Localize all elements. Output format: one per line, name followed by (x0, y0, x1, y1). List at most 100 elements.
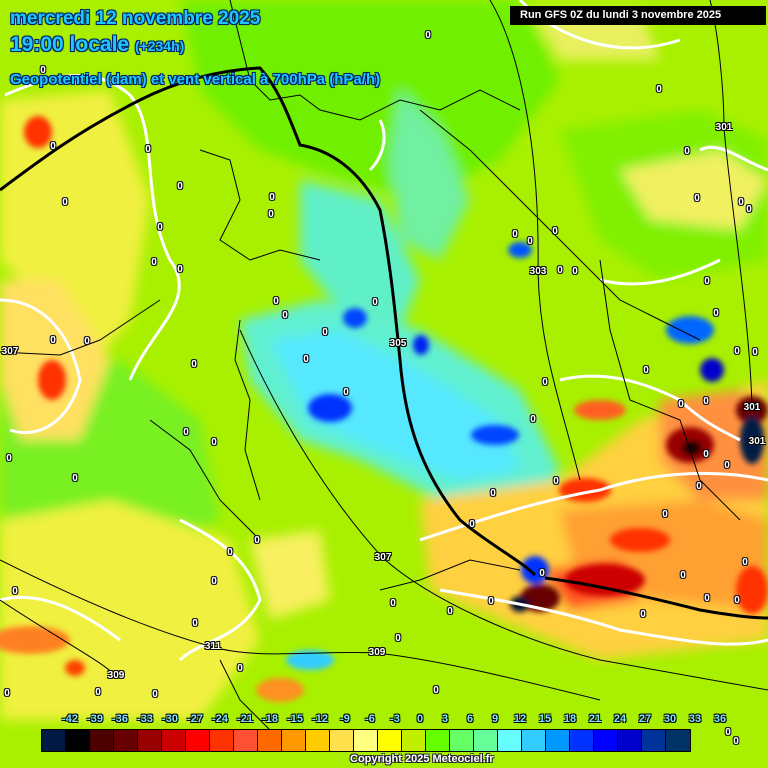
forecast-date: mercredi 12 novembre 2025 (10, 8, 261, 29)
geopotential-contour-label: 301 (748, 436, 766, 447)
zero-contour-label: 0 (227, 547, 233, 558)
color-scale-label: -39 (87, 713, 103, 725)
color-scale-label: 6 (466, 713, 474, 725)
zero-contour-label: 0 (192, 618, 198, 629)
zero-contour-label: 0 (50, 141, 56, 152)
zero-contour-label: 0 (733, 736, 739, 747)
zero-contour-label: 0 (553, 476, 559, 487)
zero-contour-label: 0 (62, 197, 68, 208)
color-scale-cell (594, 730, 618, 751)
color-scale-cell (378, 730, 402, 751)
color-scale-bar (41, 729, 691, 752)
zero-contour-label: 0 (151, 257, 157, 268)
color-scale-label: -9 (340, 713, 350, 725)
zero-contour-label: 0 (211, 437, 217, 448)
zero-contour-label: 0 (177, 264, 183, 275)
color-scale-cell (402, 730, 426, 751)
zero-contour-label: 0 (303, 354, 309, 365)
color-scale-label: 3 (441, 713, 449, 725)
zero-contour-label: 0 (752, 347, 758, 358)
zero-contour-label: 0 (372, 297, 378, 308)
zero-contour-label: 0 (50, 335, 56, 346)
zero-contour-label: 0 (469, 519, 475, 530)
zero-contour-label: 0 (704, 593, 710, 604)
geopotential-contour-label: 307 (374, 552, 392, 563)
geopotential-contour-label: 307 (1, 346, 19, 357)
zero-contour-label: 0 (152, 689, 158, 700)
zero-contour-label: 0 (640, 609, 646, 620)
zero-contour-label: 0 (322, 327, 328, 338)
zero-contour-label: 0 (6, 453, 12, 464)
zero-contour-label: 0 (254, 535, 260, 546)
zero-contour-label: 0 (191, 359, 197, 370)
color-scale-cell (258, 730, 282, 751)
zero-contour-label: 0 (273, 296, 279, 307)
zero-contour-label: 0 (713, 308, 719, 319)
color-scale-cell (498, 730, 522, 751)
color-scale-cell (234, 730, 258, 751)
color-scale-label: -3 (390, 713, 400, 725)
color-scale-cell (66, 730, 90, 751)
color-scale-cell (474, 730, 498, 751)
color-scale-label: 36 (713, 713, 727, 725)
color-scale-label: -24 (212, 713, 228, 725)
zero-contour-label: 0 (746, 204, 752, 215)
color-scale-label: -18 (262, 713, 278, 725)
zero-contour-label: 0 (662, 509, 668, 520)
zero-contour-label: 0 (84, 336, 90, 347)
zero-contour-label: 0 (268, 209, 274, 220)
color-scale-label: -21 (237, 713, 253, 725)
zero-contour-label: 0 (734, 595, 740, 606)
zero-contour-label: 0 (539, 568, 545, 579)
zero-contour-label: 0 (177, 181, 183, 192)
zero-contour-label: 0 (724, 460, 730, 471)
color-scale-label: 24 (613, 713, 627, 725)
color-scale-label: -42 (62, 713, 78, 725)
zero-contour-label: 0 (725, 727, 731, 738)
color-scale-label: 12 (513, 713, 527, 725)
geopotential-contour-label: 303 (529, 266, 547, 277)
color-scale-labels: -42 -39 -36 -33 -30 -27 -24 -21 -18 -15 -12 -9 -6 -3 0… (30, 713, 730, 727)
color-scale-cell (570, 730, 594, 751)
color-scale-label: -15 (287, 713, 303, 725)
zero-contour-label: 0 (12, 586, 18, 597)
parameter-description: Geopotentiel (dam) et vent vertical à 70… (10, 71, 381, 88)
color-scale-cell (426, 730, 450, 751)
run-info-box: Run GFS 0Z du lundi 3 novembre 2025 (510, 6, 766, 25)
zero-contour-label: 0 (395, 633, 401, 644)
zero-contour-label: 0 (742, 557, 748, 568)
color-scale-cell (618, 730, 642, 751)
color-scale-cell (330, 730, 354, 751)
forecast-time: 19:00 locale (+234h) (10, 33, 184, 57)
zero-contour-label: 0 (183, 427, 189, 438)
geopotential-contour-label: 305 (389, 338, 407, 349)
color-scale-cell (210, 730, 234, 751)
color-scale-label: 0 (416, 713, 424, 725)
color-scale-label: -36 (112, 713, 128, 725)
zero-contour-label: 0 (680, 570, 686, 581)
zero-contour-label: 0 (447, 606, 453, 617)
geopotential-contour-label: 301 (743, 402, 761, 413)
zero-contour-label: 0 (738, 197, 744, 208)
geopotential-contour-label: 311 (204, 641, 222, 652)
zero-contour-label: 0 (527, 236, 533, 247)
color-scale-cell (114, 730, 138, 751)
forecast-lead-time: (+234h) (134, 38, 185, 54)
color-scale-label: -12 (312, 713, 328, 725)
zero-contour-label: 0 (552, 226, 558, 237)
zero-contour-label: 0 (95, 687, 101, 698)
geopotential-contour-label: 309 (368, 647, 386, 658)
color-scale-cell (522, 730, 546, 751)
zero-contour-label: 0 (684, 146, 690, 157)
color-scale-label: 15 (538, 713, 552, 725)
zero-contour-label: 0 (704, 276, 710, 287)
color-scale-cell (162, 730, 186, 751)
zero-contour-label: 0 (433, 685, 439, 696)
zero-contour-label: 0 (703, 396, 709, 407)
zero-contour-label: 0 (572, 266, 578, 277)
zero-contour-label: 0 (157, 222, 163, 233)
zero-contour-label: 0 (678, 399, 684, 410)
color-scale-label: -27 (187, 713, 203, 725)
zero-contour-label: 0 (390, 598, 396, 609)
